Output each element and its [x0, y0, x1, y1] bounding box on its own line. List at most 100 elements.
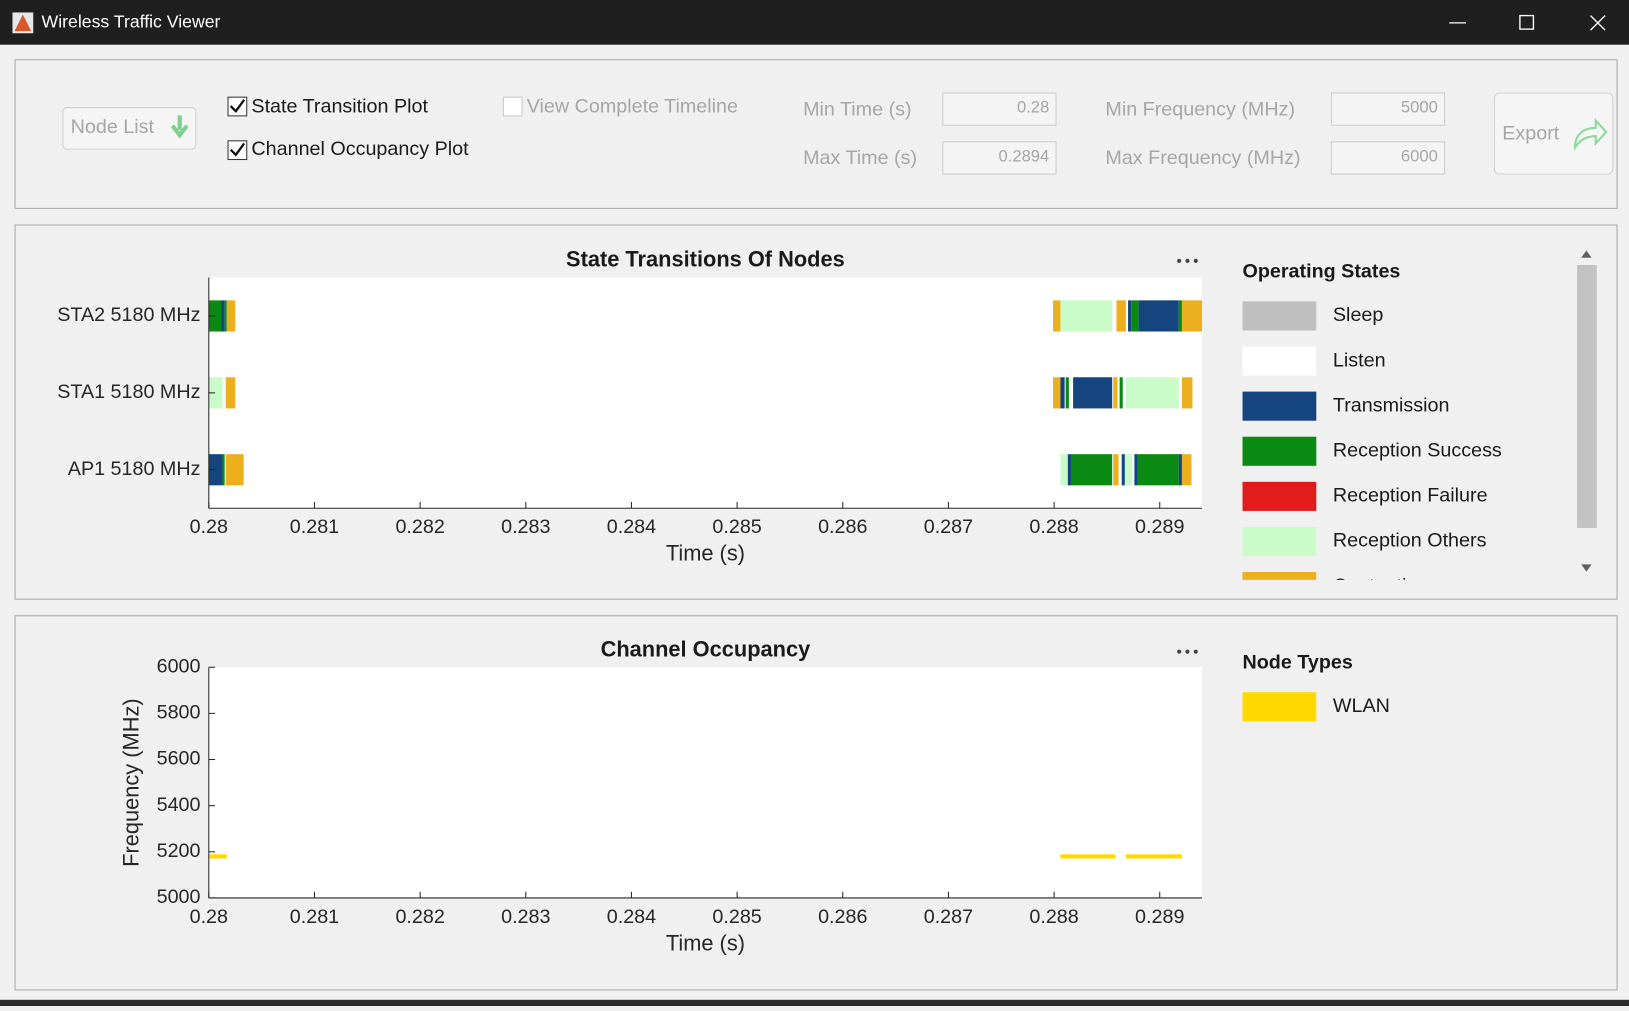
y-tick-label: 5400 — [157, 794, 201, 816]
field-label: Min Frequency (MHz) — [1105, 98, 1295, 120]
close-button[interactable] — [1590, 15, 1606, 31]
scroll-down[interactable] — [1581, 564, 1592, 572]
x-axis-label: Time (s) — [666, 541, 745, 566]
y-tick-label: 5000 — [157, 886, 201, 908]
x-axis-label: Time (s) — [666, 930, 745, 955]
state-segment — [225, 454, 244, 486]
state-segment — [226, 300, 236, 332]
state-segment — [208, 377, 223, 409]
x-tick-label: 0.286 — [818, 516, 867, 538]
field-label: Max Frequency (MHz) — [1105, 147, 1300, 169]
x-tick-label: 0.287 — [924, 516, 973, 538]
y-tick-label: 6000 — [157, 655, 201, 677]
y-tick-label: STA2 5180 MHz — [57, 304, 200, 326]
state-segment — [1134, 454, 1138, 486]
y-axis-label: Frequency (MHz) — [119, 698, 144, 867]
legend-swatch — [1242, 391, 1317, 421]
state-segment — [1131, 300, 1139, 332]
legend-swatch — [1242, 526, 1317, 557]
state-segment — [1181, 300, 1203, 332]
plot-area — [208, 667, 1203, 898]
field-value: 5000 — [1401, 97, 1438, 116]
state-segment — [1181, 454, 1192, 486]
state-segment — [1113, 454, 1119, 486]
field-value: 6000 — [1401, 146, 1438, 165]
x-tick-label: 0.28 — [190, 516, 228, 538]
channel-occupancy-checkbox[interactable] — [227, 140, 248, 161]
field-value: 0.2894 — [998, 146, 1049, 165]
text-field[interactable] — [1330, 141, 1446, 175]
x-tick-label: 0.286 — [818, 906, 867, 928]
x-tick-label: 0.282 — [395, 516, 444, 538]
node-list-icon — [170, 115, 189, 139]
legend-label: Transmission — [1333, 394, 1450, 416]
state-segment — [1128, 300, 1132, 332]
legend-swatch — [1242, 692, 1317, 722]
more-menu[interactable] — [1177, 258, 1198, 263]
state-segment — [1181, 377, 1193, 409]
node-list-button[interactable] — [62, 107, 197, 150]
legend-label: Reception Failure — [1333, 485, 1488, 507]
title-bar — [0, 0, 1629, 45]
chart-title: Channel Occupancy — [601, 636, 812, 661]
state-segment — [1116, 300, 1126, 332]
state-segment — [208, 454, 223, 486]
legend-label: Sleep — [1333, 304, 1383, 326]
state-segment — [221, 300, 225, 332]
state-segment — [1113, 377, 1118, 409]
state-segment — [1178, 454, 1182, 486]
state-segment — [1060, 377, 1065, 409]
x-tick-label: 0.283 — [501, 906, 550, 928]
text-field[interactable] — [942, 141, 1057, 175]
x-tick-label: 0.285 — [712, 516, 761, 538]
state-segment — [1138, 300, 1179, 332]
field-label: Max Time (s) — [803, 147, 917, 169]
state-segment — [1178, 300, 1182, 332]
legend-label: Contention — [1333, 575, 1428, 597]
state-segment — [1053, 300, 1061, 332]
legend-label: Listen — [1333, 349, 1386, 371]
field-value: 0.28 — [1017, 97, 1049, 116]
x-tick-label: 0.284 — [607, 906, 656, 928]
state-segment — [225, 377, 236, 409]
occupancy-segment — [208, 854, 227, 859]
legend-swatch — [1242, 346, 1317, 376]
x-tick-label: 0.288 — [1029, 516, 1078, 538]
text-field[interactable] — [942, 92, 1057, 126]
export-button[interactable] — [1493, 92, 1614, 175]
x-tick-label: 0.288 — [1029, 906, 1078, 928]
state-segment — [1067, 454, 1071, 486]
scroll-up[interactable] — [1581, 250, 1592, 258]
x-tick-label: 0.281 — [290, 516, 339, 538]
export-label: Export — [1502, 122, 1560, 144]
y-tick-label: AP1 5180 MHz — [68, 458, 201, 480]
x-tick-label: 0.282 — [395, 906, 444, 928]
legend-label: Reception Success — [1333, 439, 1502, 461]
legend-label: WLAN — [1333, 695, 1390, 717]
state-transition-checkbox[interactable] — [227, 96, 248, 117]
plot-area — [208, 277, 1203, 509]
legend-title: Operating States — [1243, 261, 1401, 283]
maximize-button[interactable] — [1519, 14, 1535, 30]
state-segment — [1053, 377, 1061, 409]
x-tick-label: 0.281 — [290, 906, 339, 928]
node-list-label: Node List — [71, 116, 155, 138]
scrollbar-thumb[interactable] — [1577, 265, 1597, 528]
checkbox-label: View Complete Timeline — [527, 95, 738, 117]
x-tick-label: 0.285 — [712, 906, 761, 928]
app-icon-glyph — [14, 14, 32, 32]
export-icon — [1573, 117, 1608, 152]
checkbox-box — [502, 96, 523, 117]
state-segment — [224, 300, 227, 332]
y-tick-label: STA1 5180 MHz — [57, 381, 200, 403]
field-label: Min Time (s) — [803, 98, 912, 120]
state-segment — [1073, 377, 1113, 409]
text-field[interactable] — [1330, 92, 1446, 126]
more-menu[interactable] — [1177, 649, 1198, 654]
state-segment — [1060, 454, 1068, 486]
window-border — [0, 999, 1629, 1007]
view-complete-timeline-checkbox[interactable] — [502, 96, 523, 117]
